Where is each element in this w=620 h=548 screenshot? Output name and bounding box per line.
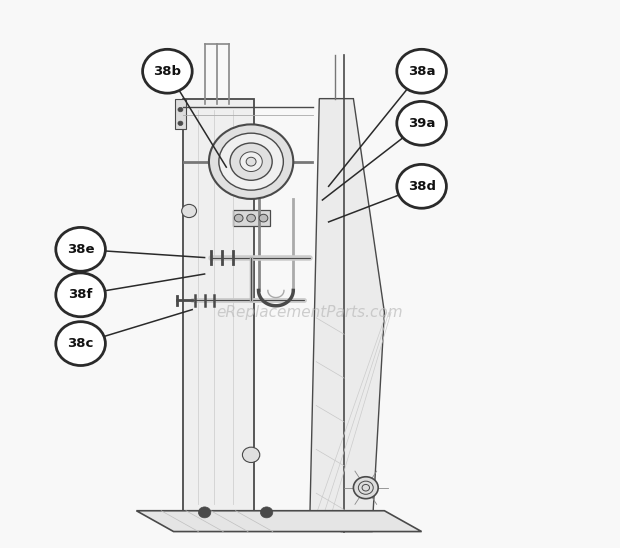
Circle shape: [397, 164, 446, 208]
Circle shape: [260, 507, 273, 518]
Circle shape: [56, 322, 105, 366]
Polygon shape: [310, 99, 384, 532]
Circle shape: [242, 447, 260, 463]
Circle shape: [56, 227, 105, 271]
Circle shape: [143, 49, 192, 93]
Circle shape: [397, 49, 446, 93]
Bar: [232, 210, 270, 226]
Circle shape: [230, 143, 272, 180]
Circle shape: [234, 214, 243, 222]
Circle shape: [219, 133, 283, 190]
Circle shape: [397, 101, 446, 145]
Polygon shape: [136, 511, 422, 532]
Circle shape: [182, 204, 197, 218]
Circle shape: [209, 124, 293, 199]
Circle shape: [240, 152, 262, 172]
Circle shape: [259, 214, 268, 222]
Text: 38f: 38f: [68, 288, 93, 301]
Text: 39a: 39a: [408, 117, 435, 130]
Circle shape: [178, 107, 183, 112]
Text: 38a: 38a: [408, 65, 435, 78]
Circle shape: [178, 121, 183, 125]
Text: eReplacementParts.com: eReplacementParts.com: [216, 305, 404, 320]
Text: 38d: 38d: [407, 180, 436, 193]
Circle shape: [353, 477, 378, 499]
Text: 38b: 38b: [153, 65, 182, 78]
Text: 38e: 38e: [67, 243, 94, 256]
Text: 38c: 38c: [68, 337, 94, 350]
Circle shape: [246, 157, 256, 166]
Bar: [175, 99, 186, 129]
Bar: [183, 99, 254, 515]
Circle shape: [56, 273, 105, 317]
Circle shape: [247, 214, 255, 222]
Circle shape: [198, 507, 211, 518]
